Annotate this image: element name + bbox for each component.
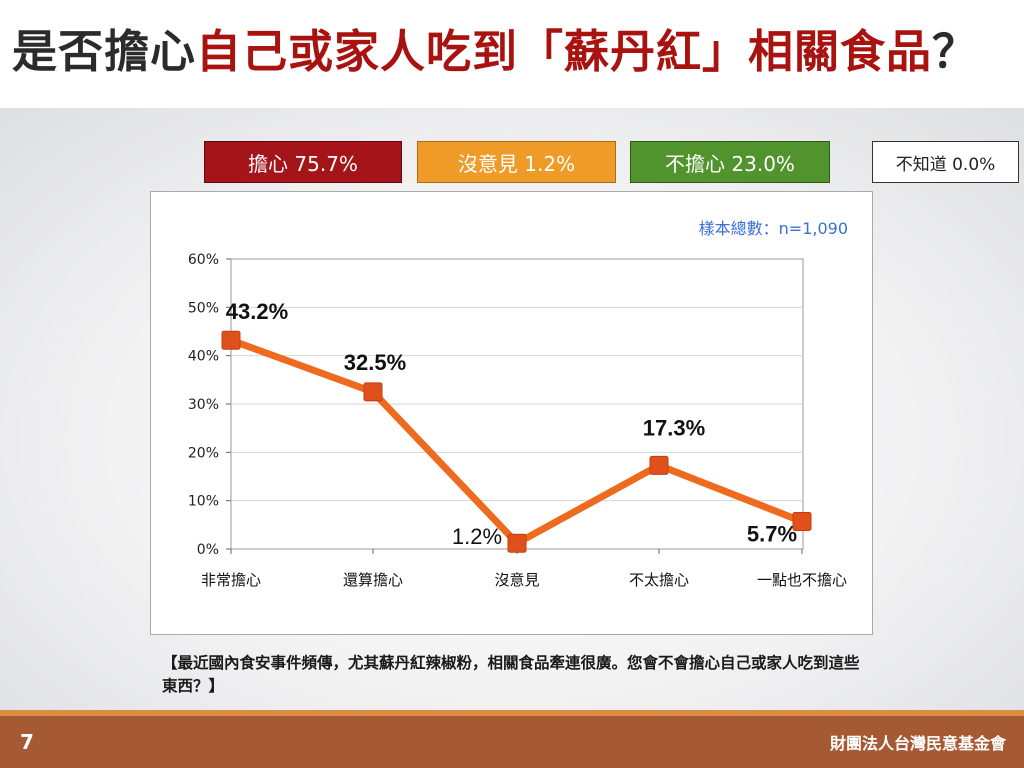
title-suffix: ？ (932, 25, 979, 78)
title-highlight: 自己或家人吃到「蘇丹紅」相關食品 (196, 25, 933, 78)
data-label: 43.2% (226, 299, 288, 324)
legend-unknown: 不知道 0.0% (872, 141, 1019, 183)
page-number: 7 (20, 730, 34, 754)
data-point-marker (221, 330, 241, 350)
data-label: 5.7% (747, 521, 797, 546)
legend-not-worried: 不擔心 23.0% (630, 141, 830, 183)
data-point-marker (363, 382, 383, 402)
legend-worried: 擔心 75.7% (204, 141, 402, 183)
line-chart: 樣本總數：n=1,090 0% 10% 20% 30% 40% 50% 60% 非常擔心 還算擔心… (188, 219, 848, 589)
x-category-label: 非常擔心 (201, 571, 261, 589)
y-tick-label: 60% (188, 252, 219, 268)
organization-name: 財團法人台灣民意基金會 (829, 734, 1006, 753)
y-tick-label: 40% (188, 349, 219, 365)
data-point-marker (507, 533, 527, 553)
data-label: 32.5% (344, 350, 406, 375)
y-tick-label: 10% (188, 494, 219, 510)
x-category-label: 還算擔心 (343, 571, 403, 589)
data-point-marker (792, 511, 812, 531)
title-prefix: 是否擔心 (12, 25, 197, 78)
footer-bar (0, 710, 1024, 768)
y-tick-label: 30% (188, 397, 219, 413)
question-note: 【最近國內食安事件頻傳，尤其蘇丹紅辣椒粉，相關食品牽連很廣。您會不會擔心自己或家… (162, 654, 860, 695)
data-label: 17.3% (643, 415, 705, 440)
x-category-label: 沒意見 (494, 571, 539, 589)
y-tick-label: 50% (188, 300, 219, 316)
y-tick-label: 0% (197, 542, 219, 558)
title-bar: 是否擔心自己或家人吃到「蘇丹紅」相關食品？ (0, 0, 1024, 108)
slide-title: 是否擔心自己或家人吃到「蘇丹紅」相關食品？ (12, 20, 978, 84)
series-line (229, 336, 804, 547)
x-category-label: 一點也不擔心 (757, 571, 847, 589)
legend-no-opinion: 沒意見 1.2% (417, 141, 616, 183)
y-tick-label: 20% (188, 445, 219, 461)
data-point-marker (649, 455, 669, 475)
sample-size-label: 樣本總數：n=1,090 (699, 219, 848, 238)
chart-frame: 樣本總數：n=1,090 0% 10% 20% 30% 40% 50% 60% 非常擔心 還算擔心… (150, 191, 873, 635)
x-category-label: 不太擔心 (629, 571, 689, 589)
data-label: 1.2% (452, 524, 502, 549)
